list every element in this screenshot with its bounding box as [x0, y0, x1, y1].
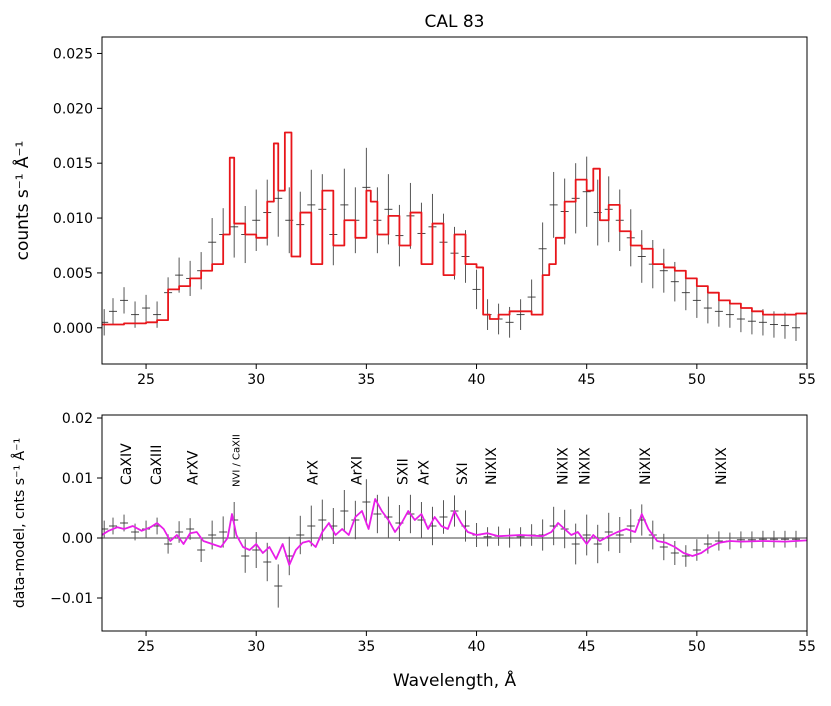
top-x-tick-label: 40: [468, 372, 486, 388]
top-axes-frame: [101, 36, 808, 365]
line-label-arxi: ArXI: [349, 456, 365, 485]
bottom-panel: 25 30 35 40 45 50 55 −0.01 0.00 0.01 0.02 Wavelengt…: [11, 411, 816, 691]
top-y-tick-label: 0.005: [53, 266, 93, 282]
top-plot-area: [102, 131, 807, 341]
line-label-sxi: SXI: [455, 462, 471, 485]
bottom-series-residuals: [102, 479, 800, 608]
top-y-tick-label: 0.025: [53, 46, 93, 62]
top-x-tick-label: 35: [357, 372, 375, 388]
bottom-x-tick-label: 40: [468, 639, 486, 655]
top-y-tick-label: 0.015: [53, 156, 93, 172]
bottom-x-tick-label: 45: [578, 639, 596, 655]
bottom-x-tick-label: 30: [247, 639, 265, 655]
top-y-tick-label: 0.000: [53, 321, 93, 337]
bottom-y-tick-label: −0.01: [50, 591, 93, 607]
line-label-nixix: NiXIX: [714, 447, 730, 485]
bottom-y-tick-label: 0.02: [62, 411, 93, 427]
top-y-tick-label: 0.010: [53, 211, 93, 227]
top-x-tick-label: 45: [578, 372, 596, 388]
top-x-tick-label: 50: [688, 372, 706, 388]
bottom-y-axis-label: data-model, cnts s⁻¹ Å⁻¹: [11, 438, 28, 608]
bottom-x-tick-label: 55: [798, 639, 816, 655]
chart-title: CAL 83: [424, 12, 484, 32]
top-y-tick-label: 0.020: [53, 101, 93, 117]
line-label-nixix: NiXIX: [484, 447, 500, 485]
line-label-caxiv: CaXIV: [119, 443, 135, 485]
line-label-arxv: ArXV: [185, 450, 201, 485]
bottom-x-tick-label: 35: [357, 639, 375, 655]
bottom-x-tick-label: 50: [688, 639, 706, 655]
line-label-arx: ArX: [305, 460, 321, 485]
line-label-nixix: NiXIX: [555, 447, 571, 485]
top-x-tick-label: 25: [137, 372, 155, 388]
line-label-sxii: SXII: [396, 458, 412, 485]
line-label-nixix: NiXIX: [577, 447, 593, 485]
bottom-axes-frame: [101, 414, 808, 632]
top-panel: 25 30 35 40 45 50 55 0.000 0.005 0.010 0.015 0.020 0…: [11, 12, 816, 388]
line-label-caxiii: CaXIII: [149, 445, 165, 485]
top-x-tick-label: 30: [247, 372, 265, 388]
top-series-model-line: [102, 131, 807, 326]
bottom-x-axis-label: Wavelength, Å: [393, 669, 517, 691]
bottom-plot-area: [102, 479, 807, 608]
bottom-x-tick-label: 25: [137, 639, 155, 655]
line-label-nvi-caxii: NVI / CaXII: [231, 434, 242, 487]
bottom-y-tick-label: 0.01: [62, 471, 93, 487]
top-y-axis-label: counts s⁻¹ Å⁻¹: [11, 141, 33, 261]
line-label-arx: ArX: [417, 460, 433, 485]
line-label-nixix: NiXIX: [638, 447, 654, 485]
top-x-tick-label: 55: [798, 372, 816, 388]
bottom-series-residual-model-line: [102, 498, 807, 566]
bottom-y-tick-label: 0.00: [62, 531, 93, 547]
top-series-data: [102, 147, 800, 341]
